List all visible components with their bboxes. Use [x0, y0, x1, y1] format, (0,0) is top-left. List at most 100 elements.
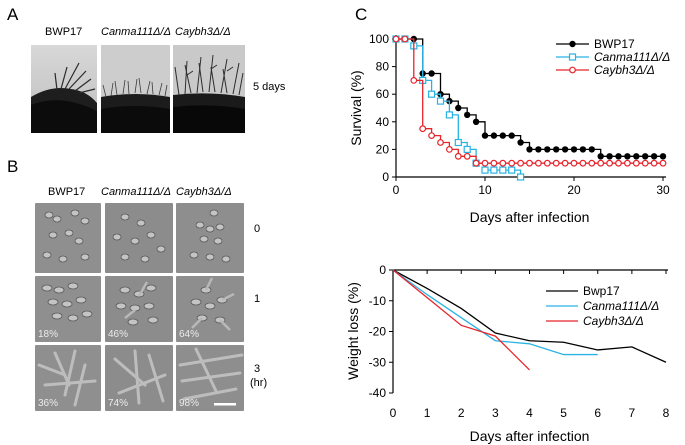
survival-point — [419, 125, 427, 133]
time-label-1: 1 — [254, 293, 261, 305]
survival-point — [606, 159, 613, 167]
micrograph-canma111-3h: 74% — [105, 345, 173, 411]
germ-tube-percent-caybh3-1h: 64% — [179, 329, 200, 340]
panel-c-letter: C — [355, 5, 368, 24]
survival-point — [633, 153, 640, 160]
survival-point — [526, 159, 533, 167]
survival-point — [650, 159, 658, 167]
survival-point — [570, 146, 578, 153]
survival-point — [588, 159, 596, 167]
survival-point — [490, 166, 498, 174]
survival-point — [508, 159, 516, 167]
germ-tube-percent-bwp17-3h: 36% — [38, 398, 59, 409]
survival-point — [401, 35, 409, 43]
weight-y-tick-label: 0 — [379, 263, 386, 277]
micrograph-canma111-1h: 46% — [105, 276, 173, 342]
weight-y-tick-label: -20 — [369, 325, 387, 339]
survival-point — [499, 132, 506, 139]
germ-tube-percent-bwp17-1h: 18% — [38, 329, 59, 340]
survival-y-tick-label: 0 — [382, 170, 389, 184]
survival-point — [597, 153, 604, 160]
panel-a-letter: A — [7, 5, 19, 24]
colony-image-bwp17 — [31, 45, 97, 133]
survival-point — [650, 153, 658, 160]
weight-series-line-1 — [392, 269, 598, 356]
panel-b-header-caybh3: Caybh3Δ/Δ — [176, 186, 232, 198]
weight-x-tick-label: 2 — [458, 406, 465, 420]
weight-x-tick-label: 4 — [526, 406, 533, 420]
survival-point — [552, 159, 560, 167]
survival-point — [535, 159, 542, 167]
weight-x-tick-label: 1 — [424, 406, 431, 420]
weight-legend-label-2: Caybh3Δ/Δ — [583, 314, 644, 328]
survival-x-tick-label: 30 — [656, 183, 670, 197]
survival-point — [508, 166, 516, 174]
survival-point — [437, 139, 444, 146]
survival-point — [544, 146, 551, 153]
germ-tube-percent-canma111-3h: 74% — [108, 398, 129, 409]
survival-point — [446, 145, 453, 153]
panel-b-header-canma111: Canma111Δ/Δ — [101, 186, 171, 198]
weight-x-axis-label: Days after infection — [470, 428, 590, 444]
colony-image-caybh3 — [173, 45, 245, 133]
survival-y-tick-label: 80 — [376, 60, 390, 74]
survival-x-tick-label: 20 — [567, 183, 581, 197]
survival-point — [615, 153, 622, 160]
survival-legend-marker-0 — [569, 40, 576, 48]
weight-x-tick-label: 8 — [663, 406, 670, 420]
weight-x-tick-label: 0 — [390, 406, 397, 420]
survival-point — [428, 132, 436, 140]
panel-a-header-caybh3: Caybh3Δ/Δ — [175, 26, 231, 38]
survival-point — [641, 159, 649, 167]
survival-point — [428, 90, 436, 98]
weight-y-tick-label: -30 — [369, 355, 387, 369]
weight-x-tick-label: 5 — [560, 406, 567, 420]
survival-point — [579, 159, 587, 167]
survival-point — [508, 132, 515, 139]
time-unit-label: (hr) — [250, 377, 268, 389]
micrograph-caybh3-0h — [176, 203, 244, 273]
survival-legend-label-1: Canma111Δ/Δ — [594, 50, 670, 64]
survival-point — [490, 159, 498, 167]
survival-legend-marker-2 — [569, 66, 576, 74]
survival-point — [535, 146, 542, 153]
survival-y-tick-label: 60 — [376, 87, 390, 101]
survival-point — [570, 159, 578, 167]
survival-point — [624, 159, 631, 167]
survival-point — [428, 70, 435, 77]
survival-y-axis-label: Survival (%) — [348, 70, 364, 145]
survival-point — [436, 97, 445, 105]
survival-x-axis-label: Days after infection — [470, 209, 590, 225]
survival-point — [499, 159, 507, 167]
weight-x-tick-label: 7 — [629, 406, 636, 420]
survival-x-tick-label: 10 — [478, 183, 492, 197]
weight-series-line-0 — [392, 269, 667, 363]
micrograph-bwp17-1h: 18% — [35, 276, 101, 342]
survival-point — [553, 146, 560, 153]
survival-legend-label-2: Caybh3Δ/Δ — [594, 63, 655, 77]
weight-legend-label-0: Bwp17 — [583, 284, 620, 298]
survival-point — [454, 152, 462, 160]
micrograph-caybh3-1h: 64% — [176, 276, 244, 342]
survival-chart: 0 20 40 60 80 100 0 10 20 30 Days after infection S… — [348, 32, 670, 225]
survival-point — [481, 166, 489, 174]
survival-point — [410, 76, 418, 84]
weight-y-axis-label: Weight loss (%) — [345, 282, 361, 380]
survival-point — [579, 146, 587, 153]
survival-point — [472, 159, 480, 167]
survival-point — [615, 159, 622, 167]
survival-point — [445, 111, 453, 119]
survival-point — [659, 159, 667, 167]
colony-image-canma111 — [101, 45, 170, 133]
survival-point — [606, 153, 613, 160]
panel-a-header-canma111: Canma111Δ/Δ — [101, 26, 171, 38]
survival-point — [588, 146, 595, 153]
time-label-0: 0 — [254, 223, 261, 235]
survival-point — [490, 132, 498, 139]
survival-point — [543, 159, 551, 167]
survival-point — [463, 152, 471, 160]
panel-a-time-label: 5 days — [253, 81, 286, 93]
micrograph-caybh3-3h: 98% — [176, 345, 244, 411]
